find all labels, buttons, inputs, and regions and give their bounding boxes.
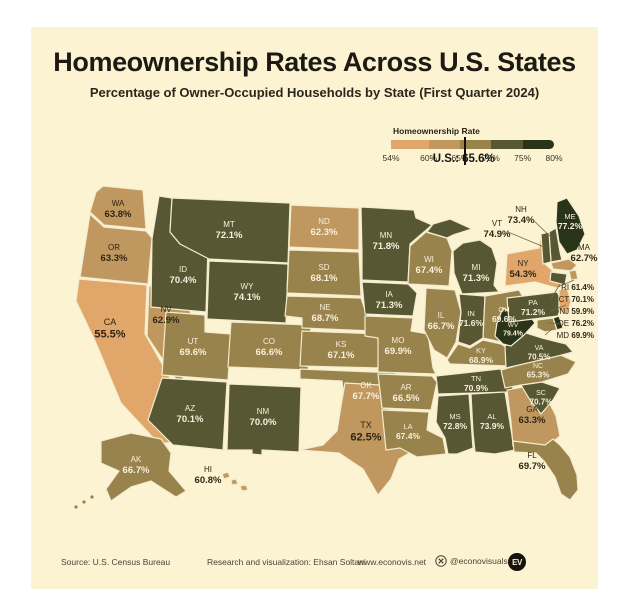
legend-tick: 70% xyxy=(482,153,500,163)
legend-tick: 80% xyxy=(545,153,563,163)
legend-tick: 75% xyxy=(514,153,532,163)
econovisuals-logo: EV xyxy=(508,553,526,571)
state-ND[interactable] xyxy=(288,204,360,251)
legend-tick: 54% xyxy=(382,153,400,163)
state-NM[interactable] xyxy=(226,383,302,456)
state-CO[interactable] xyxy=(227,321,312,371)
state-SD[interactable] xyxy=(286,249,362,297)
state-WA[interactable] xyxy=(89,185,147,230)
state-VT[interactable] xyxy=(540,231,552,265)
state-IA[interactable] xyxy=(361,281,418,317)
state-AR[interactable] xyxy=(377,373,438,411)
state-MS[interactable] xyxy=(435,393,474,455)
social-handle[interactable]: @econovisuals xyxy=(435,555,508,567)
legend-title: Homeownership Rate xyxy=(393,126,480,136)
legend-tick: 65% xyxy=(451,153,469,163)
state-MT[interactable] xyxy=(169,197,291,264)
state-KY[interactable] xyxy=(446,339,518,367)
state-FL[interactable] xyxy=(512,438,579,501)
state-WI[interactable] xyxy=(407,231,453,287)
source-note: Source: U.S. Census Bureau xyxy=(61,557,171,567)
legend-segment xyxy=(491,140,523,149)
state-NE[interactable] xyxy=(284,295,375,332)
us-average-label: U.S.: 65.6% xyxy=(432,153,495,165)
state-ME[interactable] xyxy=(555,197,586,255)
x-social-icon xyxy=(435,555,447,567)
state-MO[interactable] xyxy=(364,315,437,375)
page-subtitle: Percentage of Owner-Occupied Households … xyxy=(89,85,540,101)
state-RI[interactable] xyxy=(568,269,579,281)
legend-segment xyxy=(391,140,429,149)
legend-tick: 60% xyxy=(420,153,438,163)
social-handle-text: @econovisuals xyxy=(450,556,508,566)
legend-ticks: 54% 60% 65% 70% 75% 80% xyxy=(382,149,562,163)
page-title: Homeownership Rates Across U.S. States xyxy=(53,47,576,77)
state-MN[interactable] xyxy=(360,206,433,283)
legend: Homeownership Rate 54% 60% 65% 70% 75% 80% U.… xyxy=(382,126,591,165)
state-WY[interactable] xyxy=(206,260,289,324)
footer: Source: U.S. Census Bureau Research and … xyxy=(31,553,598,573)
state-HI[interactable] xyxy=(221,471,249,492)
us-average-marker xyxy=(463,137,466,165)
credit-note: Research and visualization: Ehsan Soltan… xyxy=(207,557,366,567)
state-MI[interactable] xyxy=(426,218,500,295)
legend-segment xyxy=(428,140,460,149)
state-MD[interactable] xyxy=(536,317,558,333)
legend-segment xyxy=(459,140,492,149)
state-IL[interactable] xyxy=(423,287,462,359)
state-AZ[interactable] xyxy=(147,377,228,451)
state-AL[interactable] xyxy=(470,391,516,455)
legend-segment xyxy=(522,140,554,149)
state-LA[interactable] xyxy=(381,409,447,458)
state-MA[interactable] xyxy=(550,258,578,272)
website-link[interactable]: www.econovis.net xyxy=(358,557,427,567)
state-IN[interactable] xyxy=(457,293,486,347)
legend-color-bar xyxy=(391,137,554,165)
